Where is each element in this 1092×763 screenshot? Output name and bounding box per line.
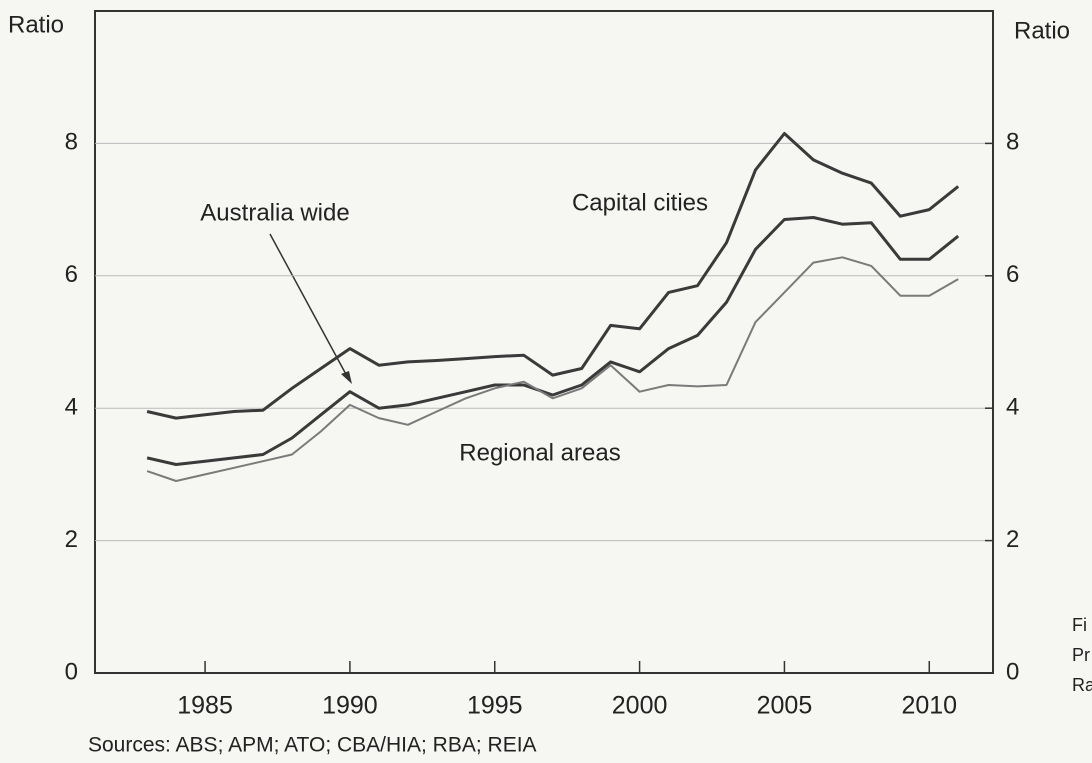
plot-frame — [94, 10, 994, 674]
annotation-arrow — [269, 233, 349, 379]
series-line — [146, 256, 959, 482]
y-tick-label: 2 — [65, 526, 78, 553]
x-tick-label: 1990 — [322, 692, 378, 720]
series-line — [146, 216, 960, 466]
side-text: Fi — [1072, 615, 1087, 635]
arrow-head — [341, 371, 352, 384]
y-tick-label: 6 — [65, 261, 78, 288]
y2-tick-label: 8 — [1006, 129, 1019, 156]
side-text: Ra — [1072, 675, 1092, 695]
y2-tick-label: 0 — [1006, 658, 1019, 685]
x-tick-label: 2005 — [757, 692, 813, 720]
x-tick-label: 1995 — [467, 692, 523, 720]
x-tick-label: 2000 — [612, 692, 668, 720]
y-tick-label: 0 — [65, 658, 78, 685]
y-tick-label: 8 — [65, 129, 78, 156]
series-annotation: Regional areas — [459, 439, 620, 466]
y-tick-label: 4 — [65, 394, 78, 421]
side-text: Pr — [1072, 645, 1090, 665]
x-tick-label: 2010 — [901, 692, 957, 720]
y2-tick-label: 6 — [1006, 261, 1019, 288]
y2-tick-label: 2 — [1006, 526, 1019, 553]
y2-axis-label: Ratio — [1014, 17, 1070, 44]
y2-tick-label: 4 — [1006, 394, 1019, 421]
y-axis-label: Ratio — [8, 11, 64, 38]
x-tick-label: 1985 — [177, 692, 233, 720]
source: Sources: ABS; APM; ATO; CBA/HIA; RBA; RE… — [88, 734, 537, 757]
series-line — [146, 132, 960, 420]
series-annotation: Australia wide — [200, 199, 349, 226]
series-annotation: Capital cities — [572, 189, 708, 216]
